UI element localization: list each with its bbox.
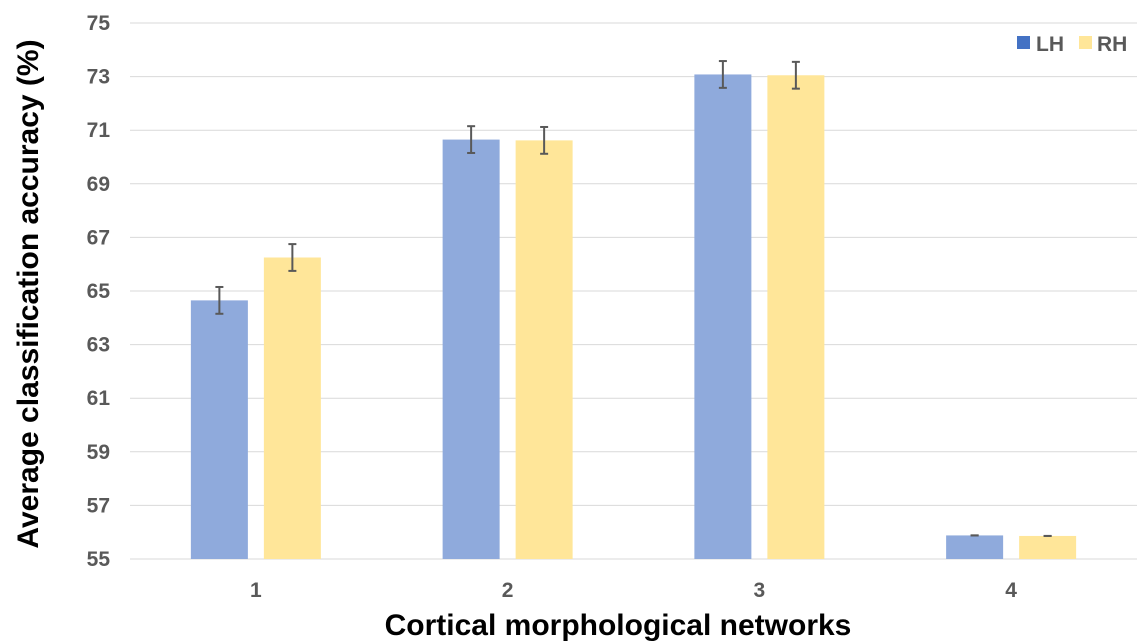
y-axis-title: Average classification accuracy (%) xyxy=(12,39,45,548)
bar-rh xyxy=(515,140,573,559)
y-tick-label: 73 xyxy=(87,66,110,89)
x-tick-label: 1 xyxy=(250,579,262,602)
y-tick-label: 61 xyxy=(87,387,111,410)
bars xyxy=(190,74,1077,560)
y-tick-label: 65 xyxy=(87,280,111,303)
x-tick-label: 3 xyxy=(754,579,766,602)
legend-swatch-lh xyxy=(1017,36,1030,49)
bar-rh xyxy=(1019,535,1077,559)
legend: LH RH xyxy=(1017,33,1127,56)
error-bars xyxy=(215,60,1052,537)
y-tick-label: 59 xyxy=(87,441,110,464)
legend-swatch-rh xyxy=(1079,36,1092,49)
y-tick-label: 69 xyxy=(87,173,110,196)
y-tick-label: 67 xyxy=(87,226,110,249)
x-axis-ticks: 1 2 3 4 xyxy=(250,579,1017,602)
bar-lh xyxy=(442,139,500,559)
y-axis-ticks: 55 57 59 61 63 65 67 69 71 73 75 xyxy=(87,12,111,571)
y-tick-label: 63 xyxy=(87,334,110,357)
bar-lh xyxy=(190,300,248,559)
legend-label-rh: RH xyxy=(1097,33,1127,56)
y-tick-label: 75 xyxy=(87,12,111,35)
bar-lh xyxy=(694,74,752,560)
x-tick-label: 4 xyxy=(1005,579,1017,602)
y-tick-label: 71 xyxy=(87,119,111,142)
y-tick-label: 57 xyxy=(87,494,110,517)
bar-rh xyxy=(767,75,825,559)
y-tick-label: 55 xyxy=(87,548,111,571)
legend-label-lh: LH xyxy=(1036,33,1064,56)
x-axis-title: Cortical morphological networks xyxy=(385,609,852,642)
bar-rh xyxy=(263,257,321,559)
bar-lh xyxy=(946,535,1004,559)
x-tick-label: 2 xyxy=(502,579,514,602)
